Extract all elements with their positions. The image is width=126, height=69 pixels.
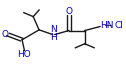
Text: HN: HN <box>101 21 114 30</box>
Text: HO: HO <box>18 50 31 59</box>
Text: Cl: Cl <box>115 21 123 30</box>
Text: O: O <box>2 30 9 39</box>
Text: H: H <box>50 33 56 42</box>
Text: O: O <box>65 7 72 16</box>
Text: N: N <box>50 25 56 34</box>
Text: −: − <box>104 21 113 31</box>
